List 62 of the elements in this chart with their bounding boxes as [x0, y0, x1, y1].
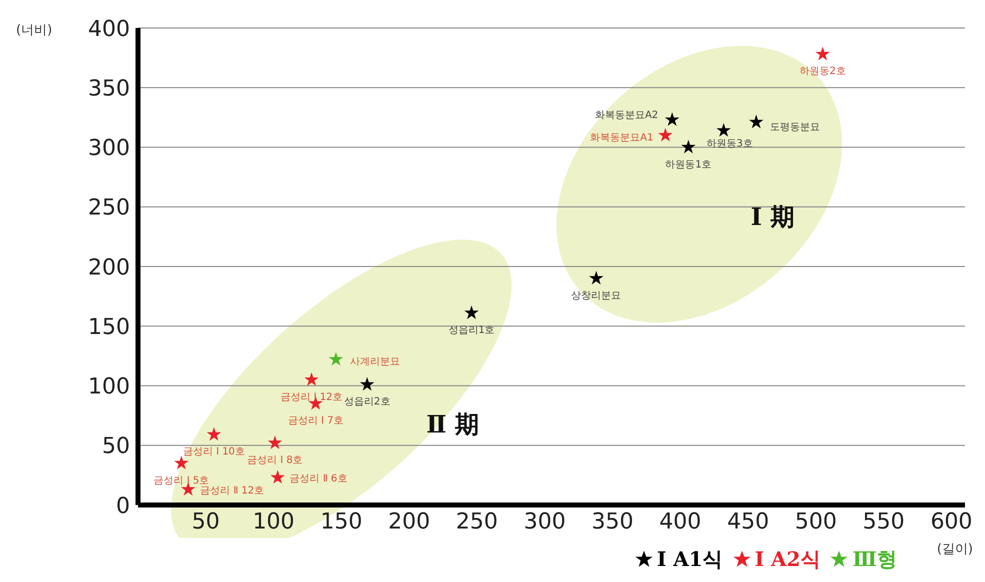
x-tick-label: 150 [320, 510, 362, 535]
y-tick-label: 100 [88, 374, 130, 400]
annotation: 금성리 Ⅰ 12호 [280, 392, 343, 403]
point [681, 140, 696, 154]
point [716, 123, 731, 137]
annotation: 성읍리1호 [448, 325, 495, 336]
point [304, 372, 319, 386]
point [664, 112, 680, 126]
x-tick-label: 300 [524, 510, 566, 535]
annotation: 하원동1호 [665, 159, 712, 170]
y-tick-label: 200 [88, 255, 130, 280]
annotation: Ⅰ 期 [750, 202, 794, 231]
annotation: 금성리 Ⅱ 12호 [200, 485, 264, 496]
point [206, 427, 222, 441]
x-tick-label: 600 [930, 510, 972, 535]
annotation: 금성리 Ⅱ 6호 [290, 474, 348, 485]
y-tick-label: 250 [88, 196, 130, 221]
annotation: 도평동분묘 [770, 122, 820, 134]
annotation: 하원동3호 [706, 138, 753, 150]
annotation: 금성리 Ⅰ 10호 [182, 446, 245, 458]
y-tick-label: 350 [88, 76, 130, 102]
x-tick-label: 100 [252, 510, 295, 535]
x-tick-label: 500 [794, 510, 837, 535]
legend-label: Ⅰ A2식 [754, 546, 820, 573]
annotation: 화복동분묘A1 [590, 132, 654, 144]
legend-label: Ⅲ형 [851, 546, 897, 573]
annotation: 금성리 Ⅰ 5호 [154, 475, 210, 486]
y-tick-label: 300 [88, 136, 130, 162]
x-tick-label: 250 [456, 510, 498, 535]
annotation: 하원동2호 [799, 66, 846, 78]
y-tick-label: 400 [88, 16, 130, 42]
x-tick-label: 200 [388, 510, 430, 535]
x-tick-label: 450 [727, 510, 770, 535]
point [658, 128, 673, 142]
point [308, 396, 323, 410]
y-tick-label: 150 [88, 314, 130, 340]
annotation: 사계리분묘 [350, 356, 400, 368]
point [749, 114, 764, 128]
y-tick-label: 0 [116, 494, 130, 519]
point [270, 470, 285, 484]
point [328, 352, 344, 366]
x-tick-label: 550 [862, 510, 905, 535]
point [589, 270, 604, 285]
legend-label: Ⅰ A1식 [656, 546, 723, 573]
x-axis-title: (길이) [936, 541, 973, 558]
y-tick-label: 50 [102, 434, 130, 460]
point [174, 456, 189, 470]
annotation: 화복동분묘A2 [594, 110, 658, 121]
point [360, 377, 374, 391]
annotation: Ⅱ 期 [426, 409, 479, 438]
x-tick-label: 350 [592, 510, 634, 535]
annotation: 금성리 Ⅰ 8호 [247, 454, 303, 466]
x-tick-label: 50 [192, 510, 220, 535]
point [268, 435, 282, 450]
y-axis-title: (너비) [16, 23, 52, 38]
annotation: 성읍리2호 [344, 396, 390, 408]
annotation: 금성리 Ⅰ 7호 [288, 416, 344, 427]
annotation: 상창리분묘 [571, 290, 622, 302]
point [464, 305, 479, 320]
point [180, 482, 196, 496]
point [815, 46, 830, 60]
x-tick-label: 400 [659, 510, 702, 535]
